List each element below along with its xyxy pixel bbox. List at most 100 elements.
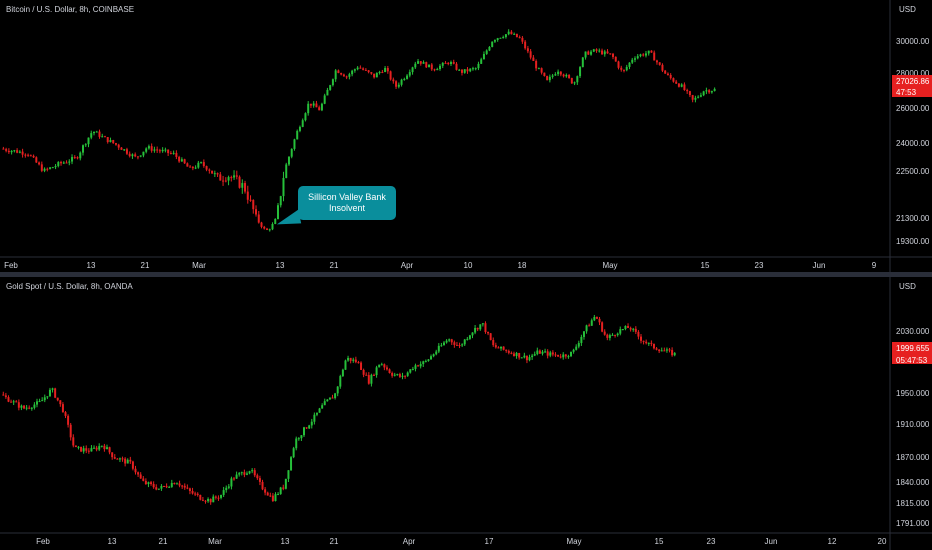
candle-body [183,159,186,164]
candle-body [170,483,173,487]
candle-body [150,482,153,485]
candle-body [683,84,686,91]
candle-body [244,183,247,192]
candle-body [194,167,197,169]
candle-body [601,50,604,55]
candle-body [103,445,106,450]
candle-body [477,63,480,69]
x-tick-label: 20 [878,537,887,546]
candle-body [672,78,675,82]
candle-body [428,64,431,68]
candle-body [502,346,505,350]
candle-body [100,445,103,447]
candle-body [584,51,587,58]
candle-body [533,354,536,356]
candle-body [344,360,347,370]
candle-body [128,153,131,157]
gold-chart-svg[interactable]: USD 2030.000 1950.000 1910.000 1870.000 1840.… [0,277,932,550]
candle-body [235,175,238,177]
x-tick-label: May [602,261,617,270]
y-tick-label: 1815.000 [896,499,930,508]
candle-body [634,328,637,332]
candle-body [395,81,398,87]
x-tick-label: 13 [87,261,96,270]
candle-body [380,364,383,366]
candle-body [471,68,474,70]
candle-body [59,400,62,405]
candle-body [18,151,21,153]
candle-body [227,177,230,181]
candle-body [183,485,186,488]
candle-body [453,342,456,345]
candle-body [230,478,233,487]
candle-body [40,164,43,171]
candle-body [677,83,680,87]
candle-body [531,355,534,358]
candle-body [290,457,293,471]
pane-divider[interactable] [0,272,932,277]
candle-body [655,348,658,350]
candle-body [287,470,290,479]
candle-body [351,70,354,75]
candle-body [98,131,101,137]
candle-body [69,424,72,438]
candle-body [43,397,46,401]
candle-body [152,484,155,488]
candle-body [217,497,220,499]
x-tick-label: 12 [828,537,837,546]
candle-body [253,470,256,476]
candle-body [24,154,27,156]
candle-body [10,150,13,153]
candle-body [347,357,350,361]
candle-body [134,468,137,473]
candle-body [603,331,606,335]
candle-body [139,155,142,157]
candle-body [642,340,645,342]
candle-body [663,350,666,352]
candle-body [172,152,175,154]
candle-body [688,91,691,96]
candle-body [261,481,264,490]
candle-body [458,345,461,347]
candle-body [150,146,153,151]
candle-body [173,483,176,485]
candle-body [298,126,301,131]
candle-body [197,162,200,168]
candle-body [296,130,299,140]
candle-body [669,75,672,79]
candle-body [160,485,163,489]
candle-body [38,162,41,165]
candle-body [312,103,315,106]
candle-body [373,73,376,78]
candle-body [393,374,396,376]
x-tick-label: Feb [36,537,50,546]
bitcoin-chart-pane[interactable]: USD 30000.00 28000.00 26000.00 24000.00 22500… [0,0,932,272]
candle-body [449,62,452,64]
candle-body [30,407,33,409]
candle-body [616,333,619,336]
candle-body [175,152,178,157]
price-badge [892,75,932,97]
candle-body [111,452,114,458]
candle-body [603,51,606,55]
x-tick-label: Mar [192,261,206,270]
bitcoin-chart-svg[interactable]: USD 30000.00 28000.00 26000.00 24000.00 22500… [0,0,932,272]
y-tick-label: 1910.000 [896,420,930,429]
candle-body [537,68,540,70]
candle-body [655,60,658,63]
price-badge-value: 27026.86 [896,77,930,86]
candle-body [304,113,307,121]
y-tick-label: 2030.000 [896,327,930,336]
candle-body [202,162,205,167]
candle-body [628,62,631,67]
candle-body [191,166,194,169]
candle-body [567,356,570,358]
candle-body [61,404,64,413]
candle-body [529,51,532,58]
gold-chart-pane[interactable]: USD 2030.000 1950.000 1910.000 1870.000 1840.… [0,277,932,550]
candle-body [293,139,296,149]
candle-body [354,359,357,363]
x-tick-label: 18 [518,261,527,270]
candle-body [515,33,518,38]
candle-body [536,350,539,355]
